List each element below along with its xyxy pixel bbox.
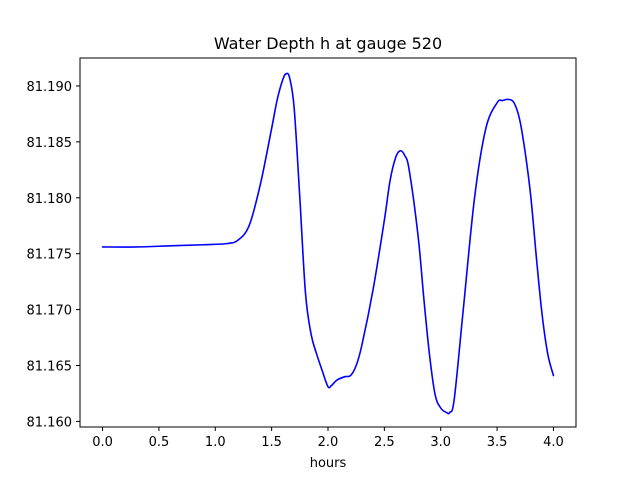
x-tick-label: 2.0: [318, 435, 339, 450]
y-tick-label: 81.185: [27, 136, 73, 151]
x-tick-label: 3.0: [430, 435, 451, 450]
x-tick-label: 2.5: [374, 435, 395, 450]
y-tick-label: 81.190: [27, 80, 73, 95]
y-tick-label: 81.170: [27, 304, 73, 319]
y-tick-label: 81.175: [27, 248, 73, 263]
x-tick-label: 0.0: [92, 435, 113, 450]
x-tick-label: 3.5: [487, 435, 508, 450]
x-tick-label: 4.0: [543, 435, 564, 450]
y-tick-label: 81.160: [27, 415, 73, 430]
x-axis-label: hours: [310, 456, 347, 471]
plot-area: 0.0 0.5 1.0 1.5 2.0 2.5 3.0 3.5 4.0 81.160 81.165 8…: [27, 57, 577, 450]
y-tick-label: 81.165: [27, 360, 73, 375]
x-tick-label: 1.5: [261, 435, 282, 450]
y-tick-label: 81.180: [27, 192, 73, 207]
chart-title: Water Depth h at gauge 520: [214, 34, 442, 53]
x-tick-label: 0.5: [149, 435, 170, 450]
x-tick-label: 1.0: [205, 435, 226, 450]
series-line: [101, 72, 555, 415]
